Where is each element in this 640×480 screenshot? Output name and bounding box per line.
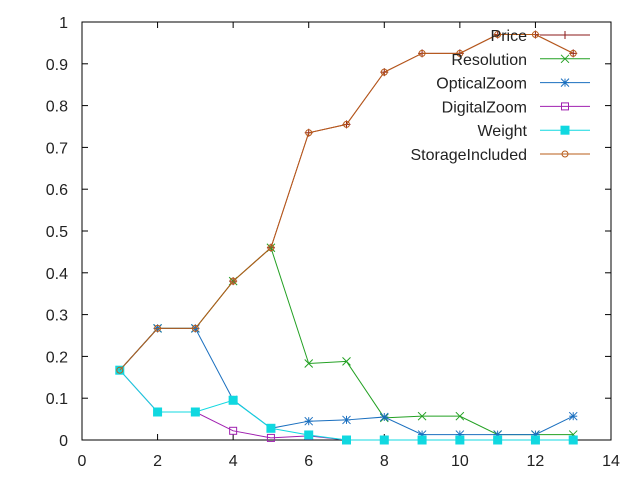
data-point-OpticalZoom [568,411,578,421]
legend-label: Price [491,28,528,45]
data-point-StorageIncluded [116,366,124,374]
data-point-Resolution [342,357,351,366]
y-tick-label: 0.8 [46,99,68,116]
data-point-StorageIncluded [154,324,162,332]
series-line-DigitalZoom [119,369,574,441]
data-point-Weight [266,423,276,433]
data-point-StorageIncluded [380,68,388,76]
series-line-Weight [119,369,574,441]
x-tick-label: 6 [304,453,313,470]
legend-entry: StorageIncluded [410,147,590,164]
x-tick-label: 10 [451,453,469,470]
data-point-Weight [153,407,163,417]
legend-entry: Price [491,28,590,45]
y-tick-label: 1 [59,15,68,32]
legend-marker [560,54,570,64]
data-point-Weight [417,435,427,445]
data-point-OpticalZoom [342,415,351,425]
data-point-StorageIncluded [531,31,539,39]
series-layer [115,30,578,445]
data-point-StorageIncluded [418,49,426,57]
data-point-Weight [568,435,578,445]
data-point-OpticalZoom [379,412,389,422]
x-tick-label: 0 [78,453,87,470]
series-line-StorageIncluded [119,34,574,371]
y-tick-label: 0.4 [46,266,68,283]
y-tick-label: 0 [59,433,68,450]
series-Resolution [115,243,578,439]
legend: Price Resolution OpticalZoom DigitalZoom Wei… [410,28,590,164]
data-point-StorageIncluded [494,31,502,39]
data-point-DigitalZoom [266,433,275,442]
data-point-Resolution [304,359,314,368]
y-tick-label: 0.9 [46,57,68,74]
x-tick-label: 4 [229,453,238,470]
legend-label: Resolution [451,52,527,69]
data-point-Weight [379,435,389,445]
x-tick-label: 12 [527,453,545,470]
data-point-DigitalZoom [229,426,238,435]
y-tick-label: 0.6 [46,182,68,199]
data-point-StorageIncluded [569,49,577,57]
data-point-Weight [304,430,314,440]
legend-marker [561,150,569,158]
legend-marker [560,78,570,87]
legend-label: Weight [477,123,527,140]
y-tick-label: 0.3 [46,308,68,325]
data-point-OpticalZoom [304,416,314,426]
data-point-Resolution [417,411,427,421]
series-DigitalZoom [115,366,578,444]
data-point-StorageIncluded [191,324,199,332]
data-point-StorageIncluded [305,129,313,137]
legend-entry: OpticalZoom [436,76,590,93]
data-point-StorageIncluded [343,120,350,128]
legend-label: StorageIncluded [410,147,527,164]
legend-entry: Weight [477,123,590,140]
data-point-StorageIncluded [267,244,275,252]
data-point-StorageIncluded [456,49,464,57]
legend-marker [561,102,569,111]
x-tick-label: 14 [602,453,620,470]
legend-entry: Resolution [451,52,590,69]
data-point-Weight [342,435,351,445]
data-point-Resolution [455,411,465,421]
x-tick-label: 8 [380,453,389,470]
y-tick-label: 0.5 [46,224,68,241]
legend-entry: DigitalZoom [442,99,590,116]
legend-label: OpticalZoom [436,76,527,93]
data-point-Weight [493,435,503,445]
series-OpticalZoom [115,324,578,439]
data-point-Weight [530,435,540,445]
plot-frame [81,21,612,441]
legend-label: DigitalZoom [442,99,527,116]
series-line-Resolution [119,246,574,436]
y-tick-label: 0.1 [46,391,68,408]
y-tick-label: 0.7 [46,140,68,157]
x-tick-label: 2 [153,453,162,470]
series-Weight [115,365,578,445]
data-point-Weight [228,395,238,405]
data-point-Weight [190,407,200,417]
axis-ticks: 0 2 4 6 8 10 12 14 0 0.1 0.2 0.3 0.4 0.5 0.6 0.7 0.8 0.9 1 [46,15,620,470]
series-StorageIncluded [116,31,577,374]
data-point-Weight [455,435,465,445]
data-point-StorageIncluded [229,277,237,285]
legend-marker [560,125,570,135]
legend-marker [561,31,569,39]
y-tick-label: 0.2 [46,349,68,366]
